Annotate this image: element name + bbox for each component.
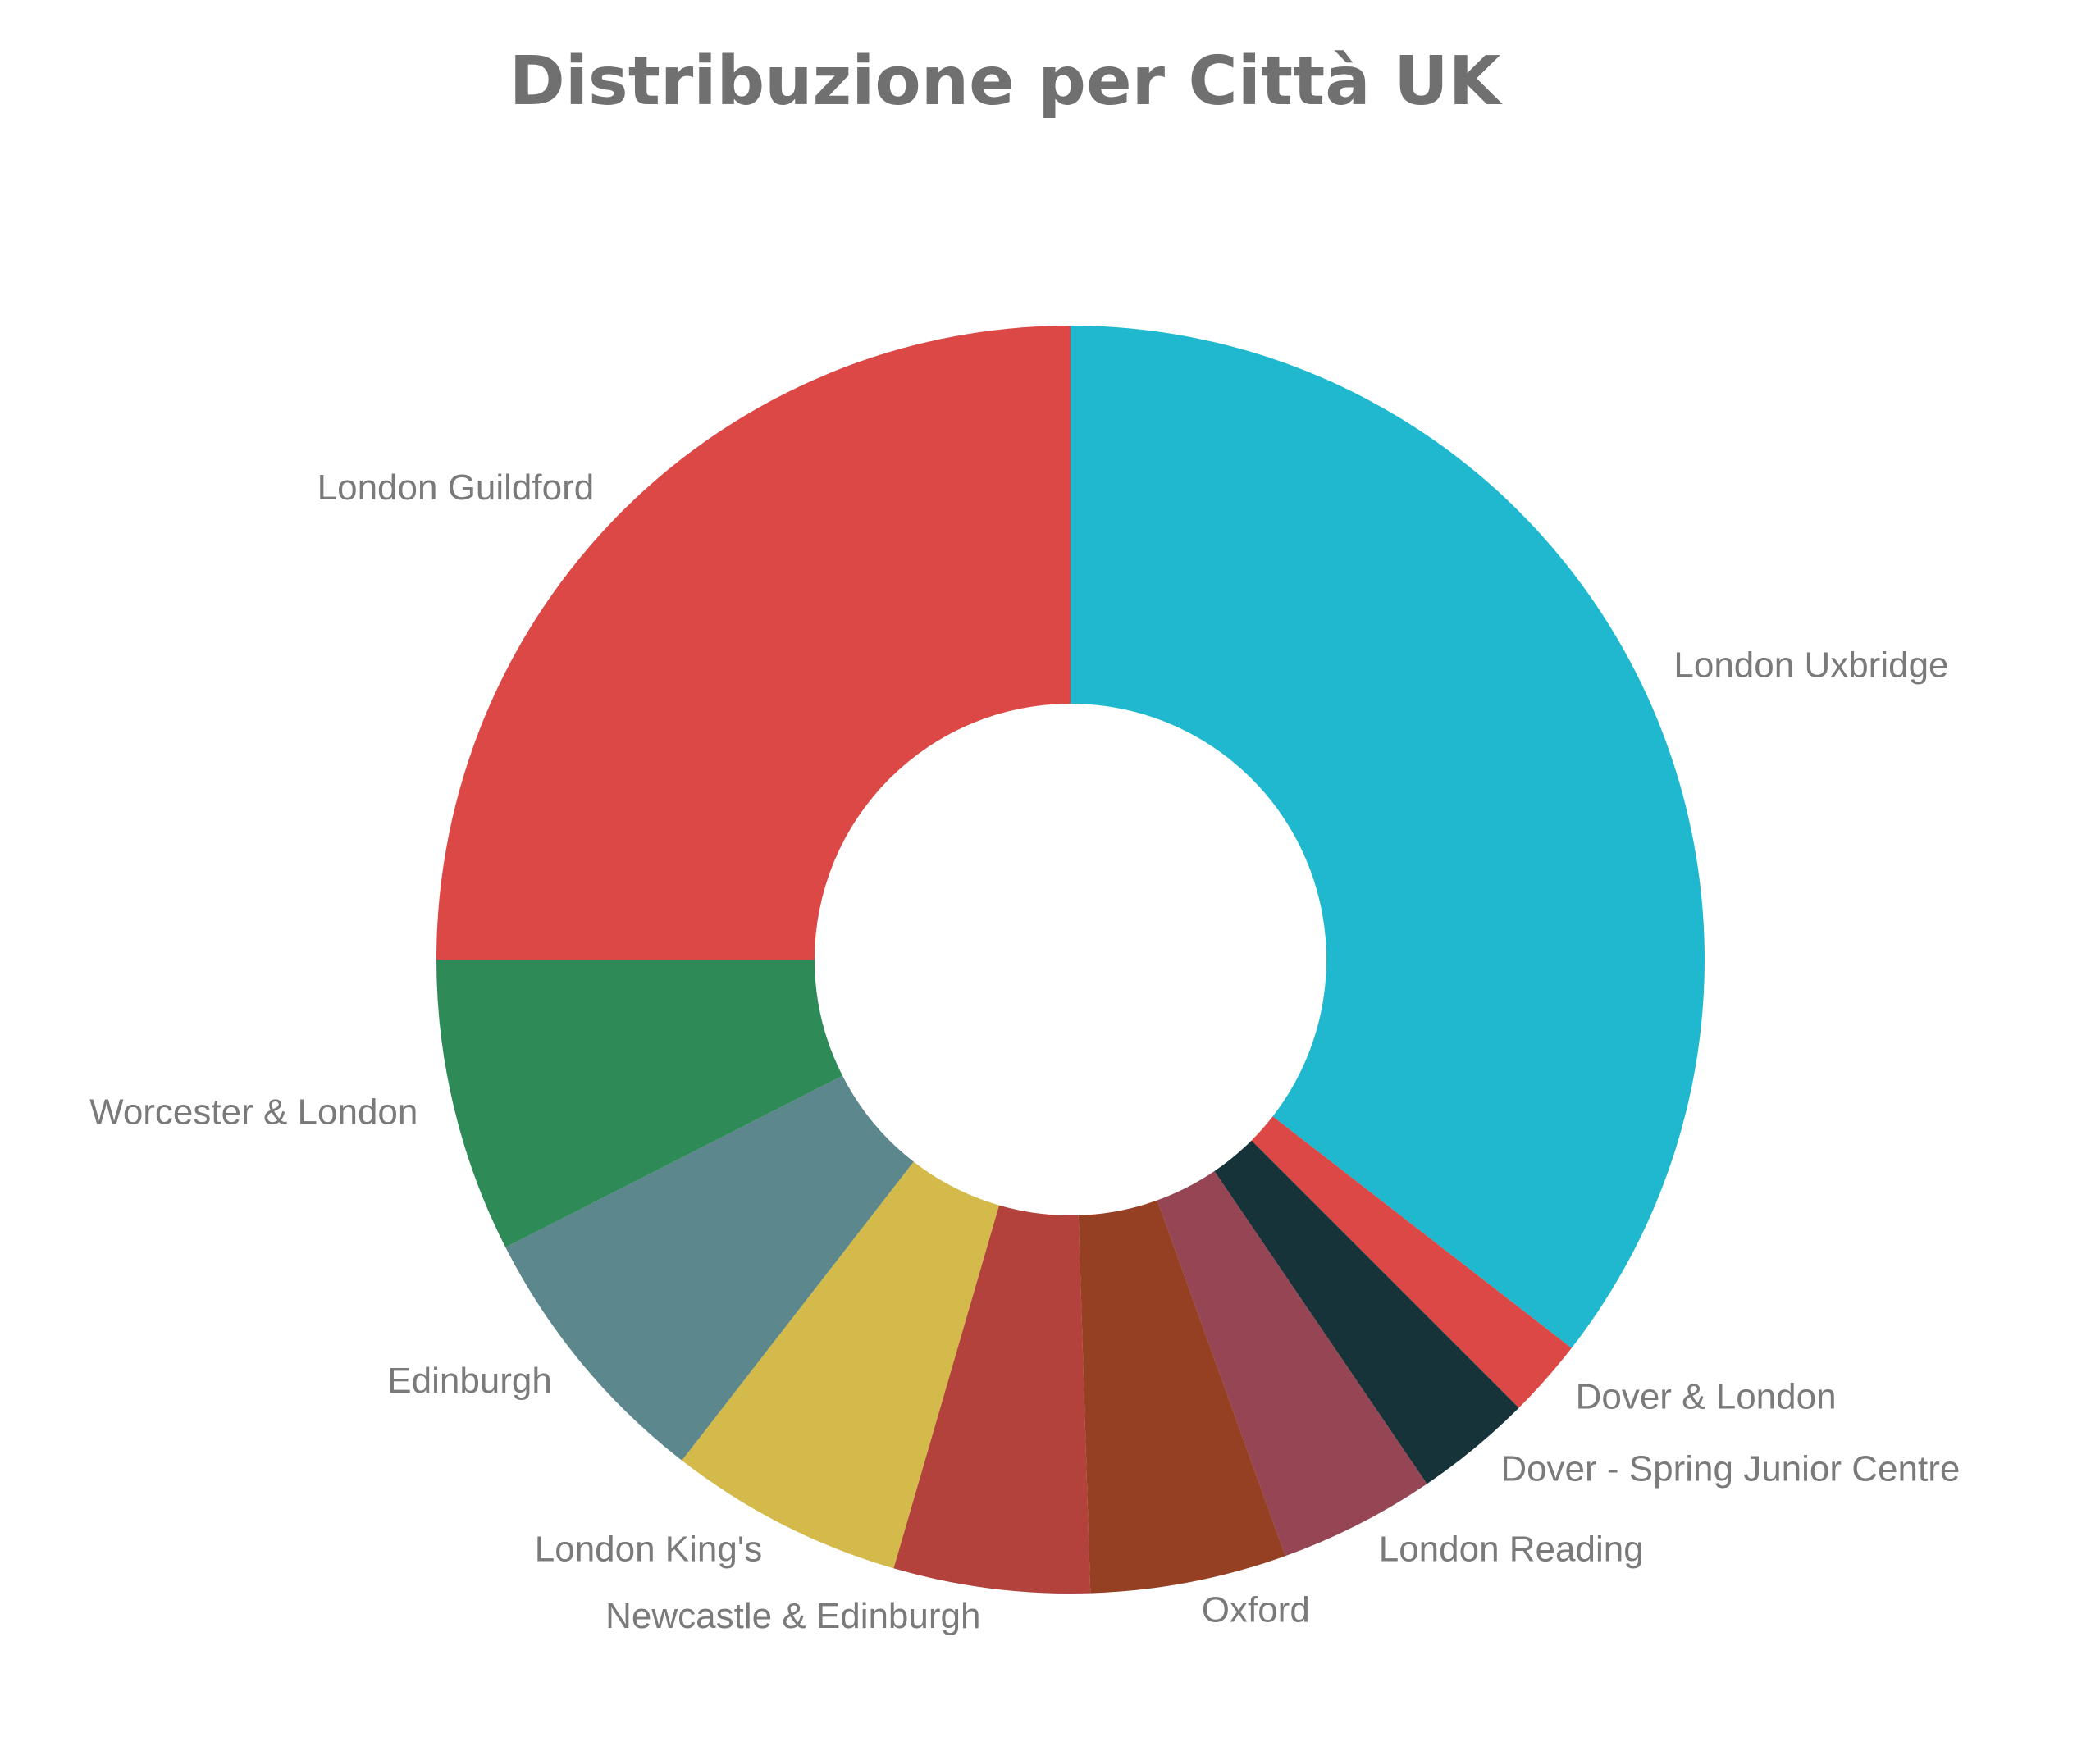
slice-label-london-guildford: London Guildford [317,467,595,508]
pie-slice-newcastle-and-edinburgh[interactable] [893,1205,1091,1594]
slice-label-oxford: Oxford [1202,1589,1310,1630]
pie-slice-london-guildford[interactable] [436,326,1071,960]
pie-slice-london-uxbridge[interactable] [1071,326,1705,1348]
pie-slice-edinburgh[interactable] [505,1075,914,1461]
pie-slice-dover-spring-junior-centre[interactable] [1214,1140,1519,1484]
slice-label-newcastle-and-edinburgh: Newcastle & Edinburgh [605,1596,980,1636]
pie-slice-oxford[interactable] [1078,1200,1285,1594]
pie-labels: London Uxbridge Dover & London Dover - Spr… [89,467,1960,1636]
pie-slice-london-king-s[interactable] [682,1161,999,1569]
slice-label-worcester-and-london: Worcester & London [89,1092,418,1133]
slice-label-london-reading: London Reading [1379,1529,1644,1569]
pie-slice-london-reading[interactable] [1157,1171,1427,1557]
pie-slice-dover-and-london[interactable] [1251,1116,1572,1408]
slice-label-london-king-s: London King's [535,1529,763,1569]
slice-label-london-uxbridge: London Uxbridge [1673,645,1948,685]
slice-label-dover-and-london: Dover & London [1576,1376,1837,1416]
chart-title: Distribuzione per Città UK [509,43,1501,121]
pie-slices [436,326,1705,1594]
pie-slice-worcester-and-london[interactable] [436,960,843,1247]
slice-label-dover-spring-junior-centre: Dover - Spring Junior Centre [1500,1449,1960,1489]
slice-label-edinburgh: Edinburgh [387,1361,552,1401]
